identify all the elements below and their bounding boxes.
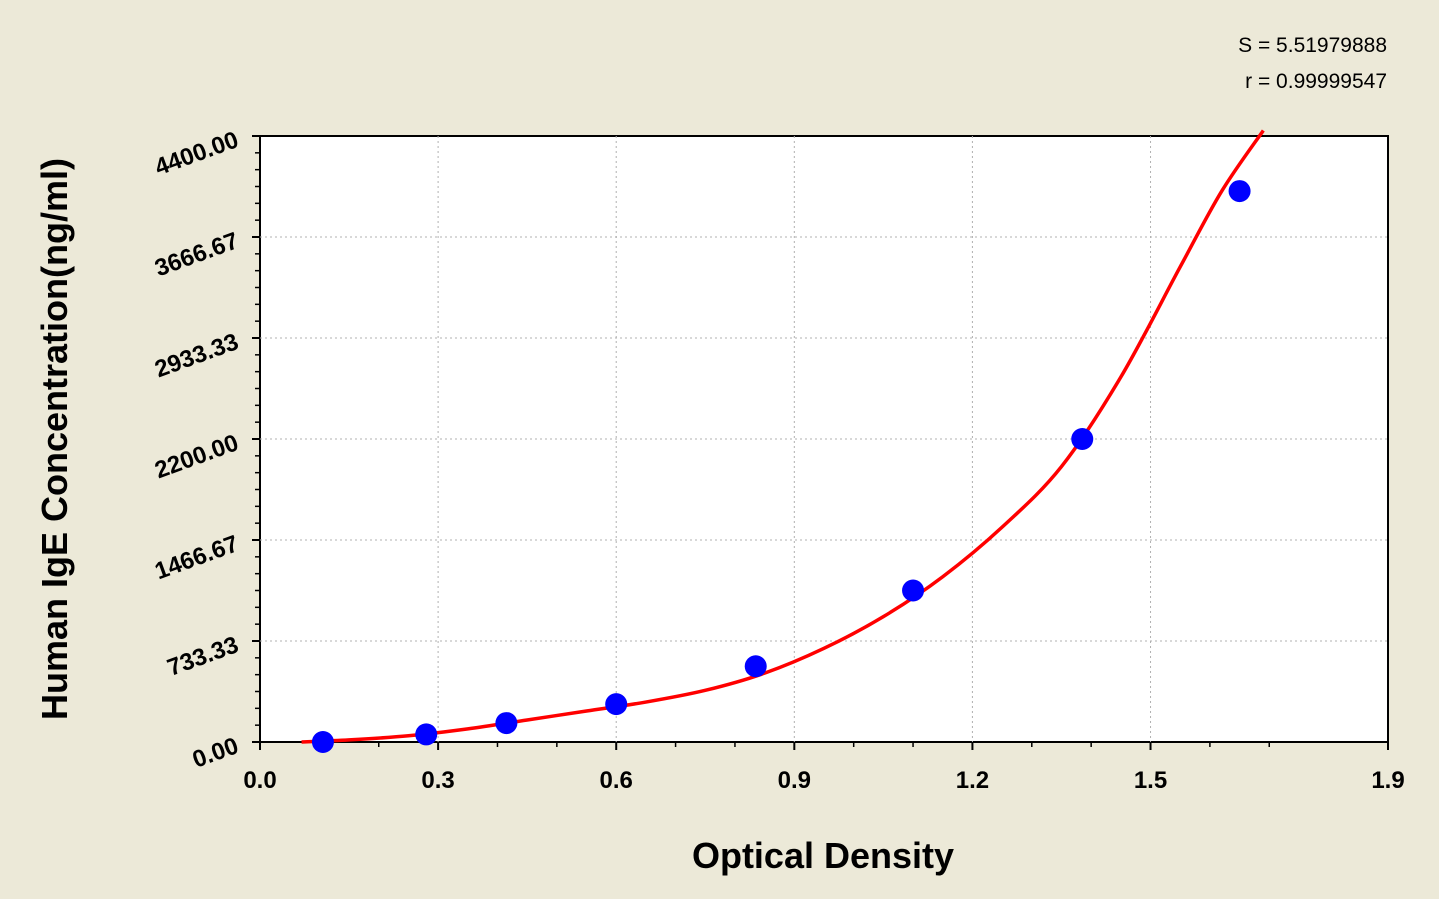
gridlines bbox=[260, 136, 1388, 742]
data-points bbox=[311, 180, 1251, 753]
y-tick-label: 733.33 bbox=[164, 631, 242, 681]
data-point bbox=[495, 712, 518, 735]
data-point bbox=[1071, 428, 1094, 450]
x-tick-label: 1.9 bbox=[1371, 767, 1404, 794]
y-tick-label: 3666.67 bbox=[151, 227, 242, 282]
x-tick-label: 1.2 bbox=[956, 767, 989, 794]
fit-curve bbox=[301, 129, 1265, 744]
x-tick-label: 0.3 bbox=[421, 767, 454, 794]
x-tick-labels: 0.0 0.3 0.6 0.9 1.2 1.5 1.9 bbox=[243, 767, 1404, 794]
data-point bbox=[744, 655, 767, 678]
data-point bbox=[415, 723, 438, 746]
x-tick-label: 1.5 bbox=[1134, 767, 1167, 794]
fit-curve-line bbox=[301, 129, 1265, 744]
data-point bbox=[311, 731, 334, 753]
s-statistic: S = 5.51979888 bbox=[1238, 34, 1387, 57]
x-tick-label: 0.9 bbox=[778, 767, 811, 794]
data-point bbox=[902, 579, 925, 602]
data-point bbox=[1228, 180, 1251, 203]
y-tick-label: 2933.33 bbox=[151, 328, 242, 383]
x-tick-label: 0.0 bbox=[243, 767, 276, 794]
axis-ticks bbox=[252, 135, 1389, 750]
r-statistic: r = 0.99999547 bbox=[1245, 70, 1387, 93]
y-tick-label: 1466.67 bbox=[151, 530, 242, 585]
y-tick-label: 2200.00 bbox=[151, 429, 242, 484]
y-tick-label: 4400.00 bbox=[151, 126, 242, 181]
plot-area bbox=[259, 135, 1389, 743]
data-point bbox=[605, 693, 628, 716]
y-tick-label: 0.00 bbox=[189, 732, 242, 773]
y-tick-labels: 0.00 733.33 1466.67 2200.00 2933.33 3666.67 44… bbox=[151, 126, 242, 773]
x-axis-label: Optical Density bbox=[692, 835, 954, 876]
x-tick-label: 0.6 bbox=[600, 767, 633, 794]
y-axis-label: Human IgE Concentration(ng/ml) bbox=[34, 158, 75, 720]
